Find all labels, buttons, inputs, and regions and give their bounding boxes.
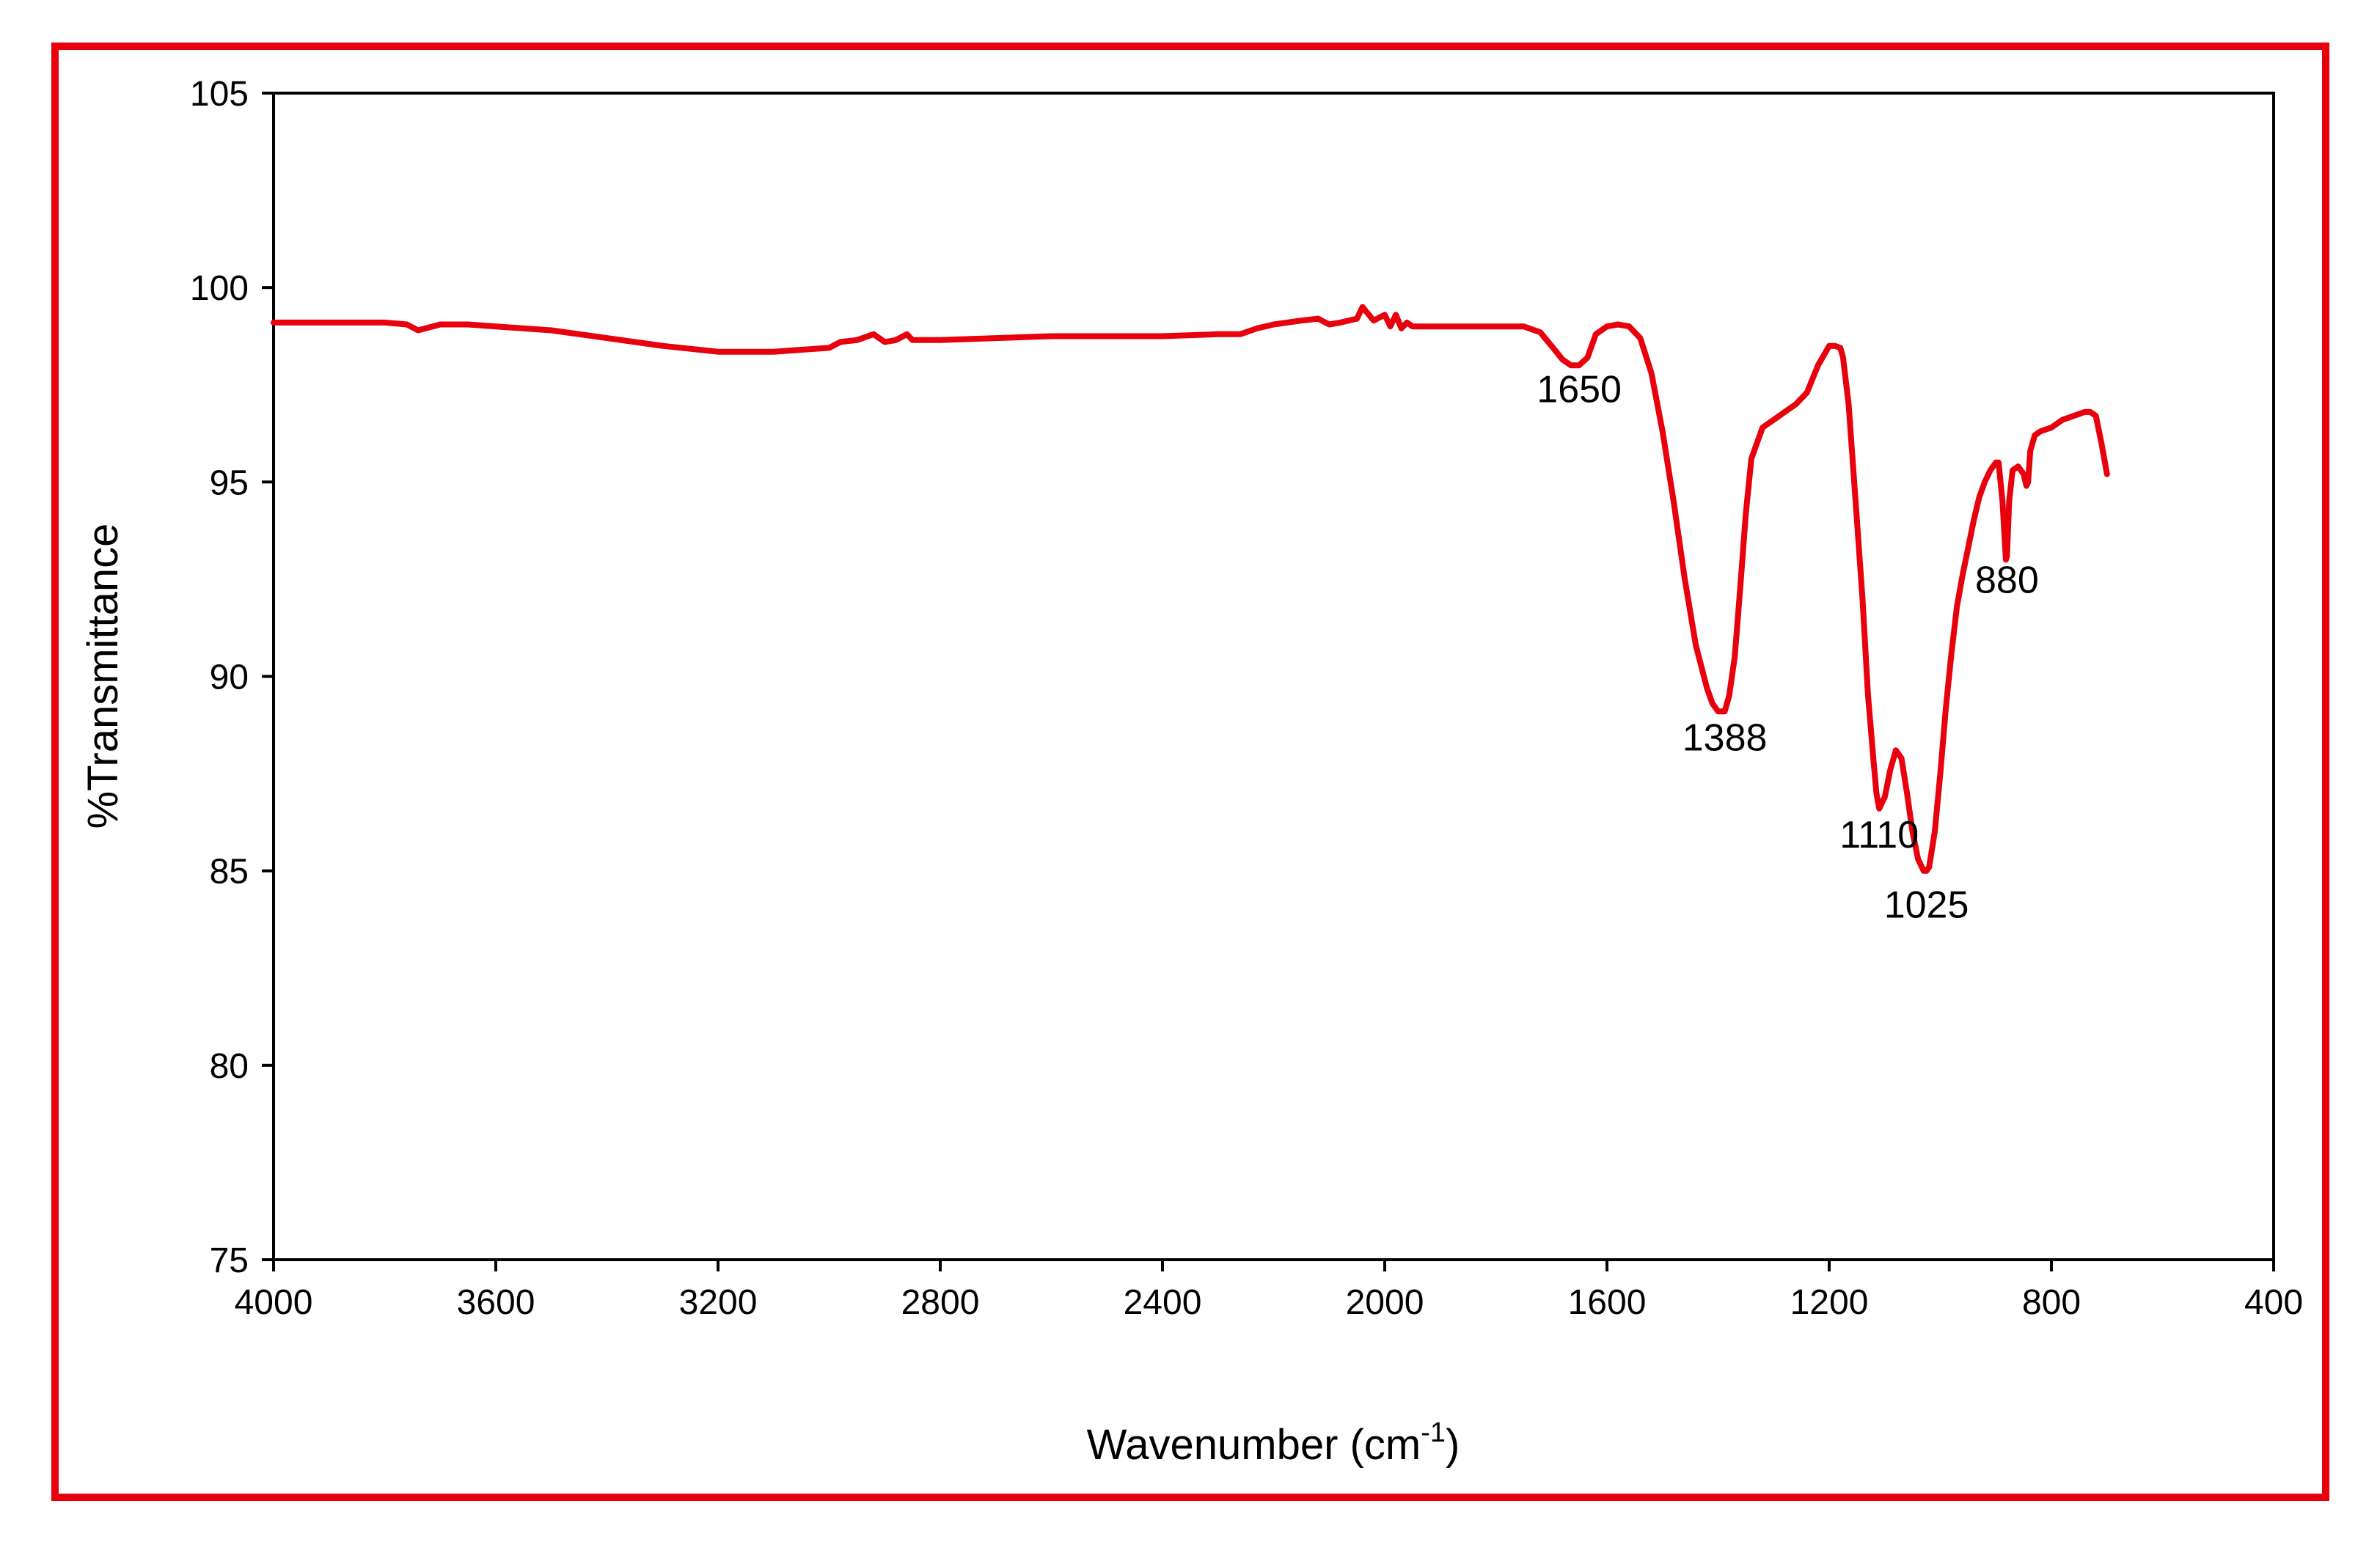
x-tick-label: 3600 — [457, 1283, 535, 1322]
x-tick-label: 800 — [2022, 1283, 2081, 1322]
transmittance-line — [271, 304, 2110, 874]
x-tick-label: 3200 — [679, 1283, 758, 1322]
y-tick-label: 80 — [210, 1047, 249, 1086]
y-tick-label: 75 — [210, 1241, 249, 1280]
x-axis-title-superscript: -1 — [1421, 1417, 1446, 1448]
y-tick-label: 95 — [210, 463, 249, 502]
x-axis-title: Wavenumber (cm-1) — [1087, 1417, 1460, 1469]
peak-label-1025: 1025 — [1884, 884, 1969, 926]
peak-annotations: 1650 1388 1110 1025 880 — [1537, 369, 2039, 927]
peak-label-1650: 1650 — [1537, 369, 1622, 411]
plot-area — [272, 92, 2275, 1261]
y-tick-label: 105 — [190, 75, 249, 114]
y-tick-label: 90 — [210, 658, 249, 697]
chart-frame — [51, 43, 2329, 1501]
y-axis-ticks: 105 100 95 90 85 80 75 — [190, 75, 274, 1280]
peak-label-1388: 1388 — [1683, 716, 1768, 759]
peak-label-1110: 1110 — [1839, 814, 1919, 856]
x-tick-label: 1200 — [1790, 1283, 1869, 1322]
x-tick-label: 2800 — [901, 1283, 980, 1322]
y-axis-title: %Transmittance — [79, 524, 127, 829]
y-tick-label: 85 — [210, 853, 249, 892]
x-axis-title-text: Wavenumber (cm — [1087, 1421, 1421, 1469]
y-tick-label: 100 — [190, 269, 249, 308]
peak-label-880: 880 — [1975, 559, 2039, 601]
x-axis-ticks: 4000 3600 3200 2800 2400 2000 1600 1200 800 400 — [235, 1260, 2303, 1322]
x-tick-label: 2400 — [1124, 1283, 1202, 1322]
x-axis-title-close: ) — [1446, 1421, 1460, 1469]
x-tick-label: 2000 — [1346, 1283, 1424, 1322]
x-tick-label: 4000 — [235, 1283, 313, 1322]
x-tick-label: 400 — [2244, 1283, 2303, 1322]
x-tick-label: 1600 — [1568, 1283, 1647, 1322]
